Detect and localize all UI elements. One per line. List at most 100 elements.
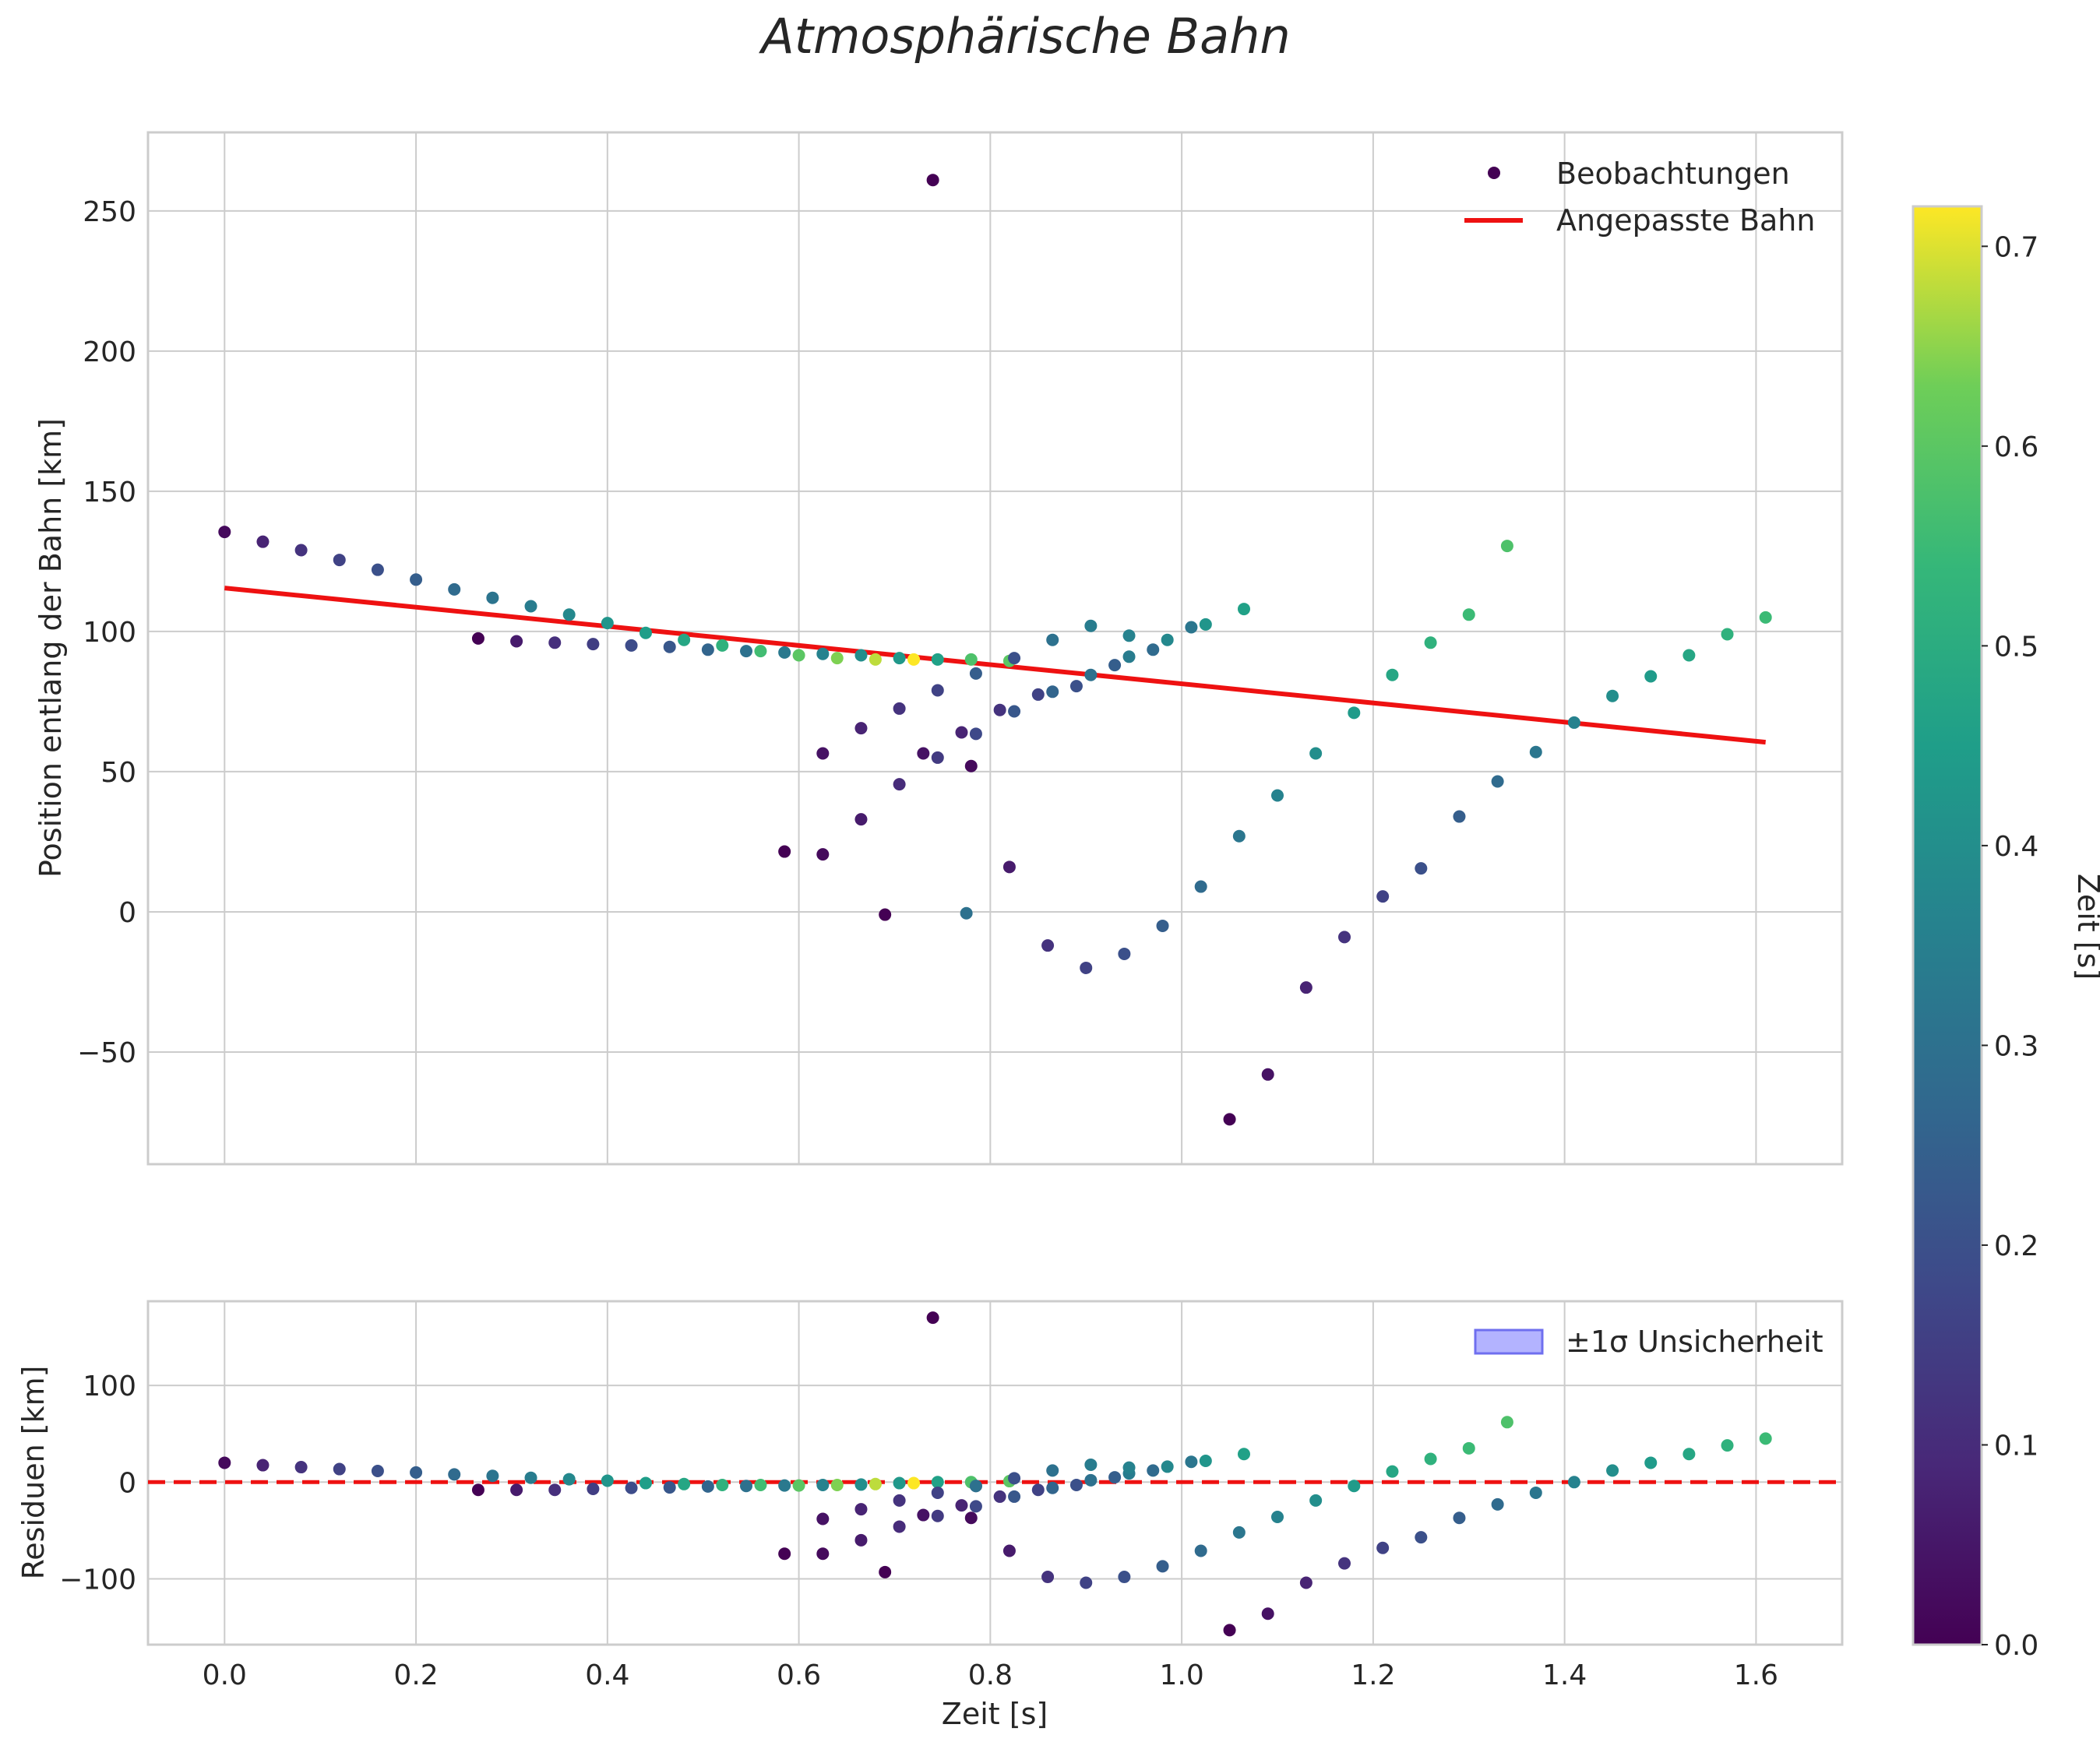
residual-point bbox=[1386, 1465, 1399, 1478]
top-y-tick-label: 0 bbox=[118, 897, 136, 929]
observation-point bbox=[907, 653, 921, 666]
residual-point bbox=[448, 1468, 461, 1481]
observation-point bbox=[1261, 1068, 1274, 1081]
residual-points bbox=[218, 1311, 1772, 1637]
residual-point bbox=[955, 1499, 968, 1512]
residual-point bbox=[663, 1481, 676, 1494]
observation-point bbox=[955, 726, 968, 739]
observation-point bbox=[830, 652, 844, 665]
x-tick-label: 0.4 bbox=[585, 1659, 629, 1691]
observation-point bbox=[1161, 633, 1174, 646]
observation-point bbox=[854, 722, 868, 735]
residual-point bbox=[1031, 1483, 1045, 1497]
residual-point bbox=[1424, 1452, 1437, 1466]
residual-point bbox=[1348, 1480, 1361, 1493]
observation-point bbox=[1156, 919, 1169, 932]
residual-point bbox=[1453, 1511, 1466, 1525]
observation-point bbox=[1122, 650, 1136, 663]
residual-point bbox=[778, 1547, 791, 1561]
observation-point bbox=[1682, 649, 1696, 662]
observation-point bbox=[1299, 981, 1312, 994]
chart-title: Atmosphärische Bahn bbox=[758, 8, 1290, 65]
observation-point bbox=[969, 727, 982, 741]
observation-point bbox=[639, 626, 652, 639]
residual-point bbox=[1118, 1571, 1131, 1584]
observation-point bbox=[869, 653, 882, 666]
residual-point bbox=[1084, 1458, 1098, 1471]
observation-point bbox=[1338, 931, 1351, 944]
top-y-axis-label: Position entlang der Bahn [km] bbox=[33, 418, 68, 878]
observation-point bbox=[587, 638, 600, 651]
observation-point bbox=[1644, 670, 1658, 683]
top-legend: Beobachtungen Angepasste Bahn bbox=[1464, 157, 1815, 238]
observation-point bbox=[1041, 939, 1055, 952]
residual-point bbox=[830, 1479, 844, 1492]
colorbar-tick-label: 0.4 bbox=[1994, 831, 2038, 863]
residual-point bbox=[907, 1476, 921, 1490]
x-tick-label: 0.0 bbox=[203, 1659, 247, 1691]
observation-point bbox=[1046, 633, 1059, 646]
fit-line bbox=[224, 586, 1766, 745]
residual-point bbox=[1122, 1461, 1136, 1474]
residual-point bbox=[548, 1483, 562, 1497]
observation-point bbox=[893, 652, 906, 665]
x-tick-label: 0.2 bbox=[393, 1659, 438, 1691]
colorbar-gradient bbox=[1911, 205, 1983, 1646]
observation-point bbox=[510, 635, 523, 648]
x-tick-label: 1.0 bbox=[1159, 1659, 1203, 1691]
observation-point bbox=[1462, 608, 1475, 621]
residual-point bbox=[969, 1480, 982, 1493]
observation-point bbox=[964, 653, 978, 666]
residual-point bbox=[740, 1480, 753, 1493]
observation-point bbox=[1491, 775, 1504, 788]
bottom-grid bbox=[148, 1301, 1842, 1645]
observation-point bbox=[1376, 890, 1390, 903]
residual-point bbox=[678, 1477, 691, 1490]
residual-point bbox=[1080, 1576, 1093, 1589]
residual-point bbox=[1147, 1464, 1160, 1477]
observation-point bbox=[893, 702, 906, 715]
residual-point bbox=[1041, 1571, 1055, 1584]
colorbar-tick-labels: 0.0 0.1 0.2 0.3 0.4 0.5 0.6 0.7 bbox=[1982, 231, 2038, 1662]
bottom-y-tick-label: −100 bbox=[59, 1564, 136, 1596]
residual-point bbox=[1199, 1454, 1212, 1467]
residual-point bbox=[1529, 1486, 1542, 1499]
observation-point bbox=[854, 813, 868, 826]
observation-point bbox=[1122, 629, 1136, 642]
observation-point bbox=[931, 684, 944, 697]
colorbar-tick-label: 0.6 bbox=[1994, 431, 2038, 463]
top-plot-frame bbox=[146, 131, 1844, 1166]
observation-point bbox=[1046, 685, 1059, 699]
residual-point bbox=[1682, 1448, 1696, 1461]
residual-point bbox=[1084, 1473, 1098, 1487]
residual-point bbox=[854, 1503, 868, 1516]
observation-point bbox=[1084, 619, 1098, 632]
bottom-legend: ±1σ Unsicherheit bbox=[1474, 1325, 1823, 1359]
residual-point bbox=[1721, 1439, 1734, 1452]
observation-point bbox=[1080, 961, 1093, 974]
residual-point bbox=[1008, 1490, 1021, 1503]
observation-point bbox=[524, 600, 537, 613]
colorbar-tick-label: 0.7 bbox=[1994, 231, 2038, 263]
observation-point bbox=[931, 751, 944, 764]
observation-point bbox=[1223, 1113, 1236, 1126]
observation-point bbox=[1232, 829, 1246, 843]
residual-point bbox=[625, 1481, 638, 1494]
x-tick-label: 1.2 bbox=[1351, 1659, 1395, 1691]
residual-point bbox=[294, 1461, 308, 1474]
observation-point bbox=[1199, 618, 1212, 631]
residual-point bbox=[1185, 1455, 1198, 1469]
residual-point bbox=[816, 1479, 830, 1492]
observation-point bbox=[816, 647, 830, 660]
top-y-tick-label: 150 bbox=[83, 477, 136, 509]
residual-point bbox=[716, 1479, 729, 1492]
observation-point bbox=[778, 646, 791, 659]
colorbar-tick-label: 0.0 bbox=[1994, 1630, 2038, 1662]
bottom-plot-frame bbox=[146, 1300, 1844, 1646]
observation-point bbox=[1606, 689, 1619, 702]
residual-point bbox=[1606, 1464, 1619, 1477]
observation-point bbox=[625, 639, 638, 652]
residual-point bbox=[1046, 1464, 1059, 1477]
top-y-tick-label: 250 bbox=[83, 196, 136, 228]
